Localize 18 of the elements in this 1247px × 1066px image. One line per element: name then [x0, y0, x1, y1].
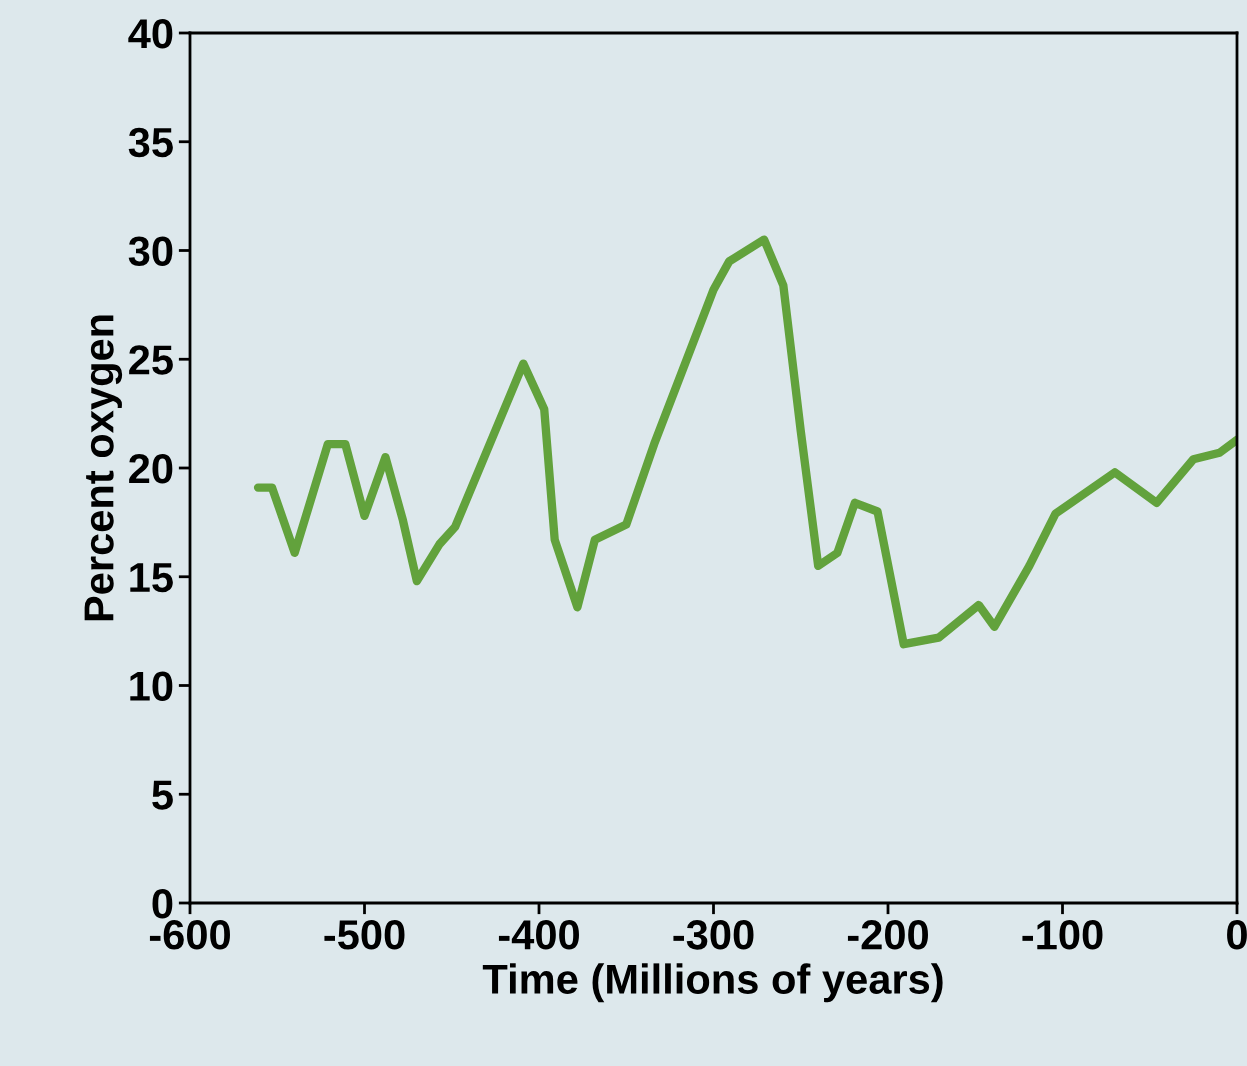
- x-tick-label: -300: [673, 920, 754, 950]
- y-axis-title: Percent oxygen: [84, 315, 123, 621]
- x-tick-label: -200: [847, 920, 928, 950]
- y-tick-label: 5: [152, 780, 173, 810]
- y-tick-label: 0: [152, 889, 173, 919]
- y-tick-label: 10: [130, 671, 173, 702]
- x-tick-label: -500: [324, 920, 405, 950]
- x-tick-label: -100: [1022, 920, 1103, 950]
- y-tick-label: 15: [130, 563, 173, 593]
- y-tick-label: 25: [129, 345, 173, 375]
- x-axis-title: Time (Millions of years): [482, 963, 943, 1003]
- x-tick-label: 0: [1227, 920, 1247, 950]
- x-tick-label: -600: [149, 920, 230, 950]
- y-tick-label: 30: [128, 236, 173, 267]
- y-tick-label: 20: [129, 454, 173, 484]
- x-tick-label: -400: [498, 920, 579, 950]
- y-tick-label: 35: [128, 127, 173, 158]
- y-tick-label: 40: [128, 19, 173, 49]
